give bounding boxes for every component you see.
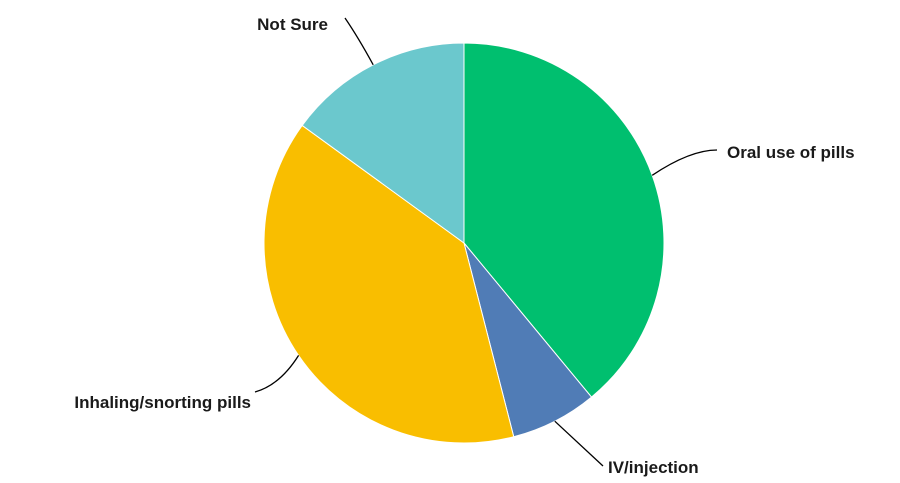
pie-slices	[263, 42, 665, 444]
pie-slice-oral-use-of-pills	[463, 42, 665, 398]
pie-labels: Oral use of pills IV/injection Inhaling/sn…	[74, 15, 854, 477]
leader-line-iv-injection	[554, 420, 604, 467]
slice-label-not-sure: Not Sure	[257, 15, 328, 34]
leader-line-inhaling-snorting-pills	[254, 355, 300, 393]
pie-slice-not-sure	[301, 42, 465, 244]
leader-line-oral-use-of-pills	[651, 149, 718, 176]
slice-label-inhaling-snorting-pills: Inhaling/snorting pills	[74, 393, 251, 412]
slice-label-iv-injection: IV/injection	[608, 458, 699, 477]
leader-line-not-sure	[344, 17, 374, 66]
slice-label-oral-use-of-pills: Oral use of pills	[727, 143, 855, 162]
